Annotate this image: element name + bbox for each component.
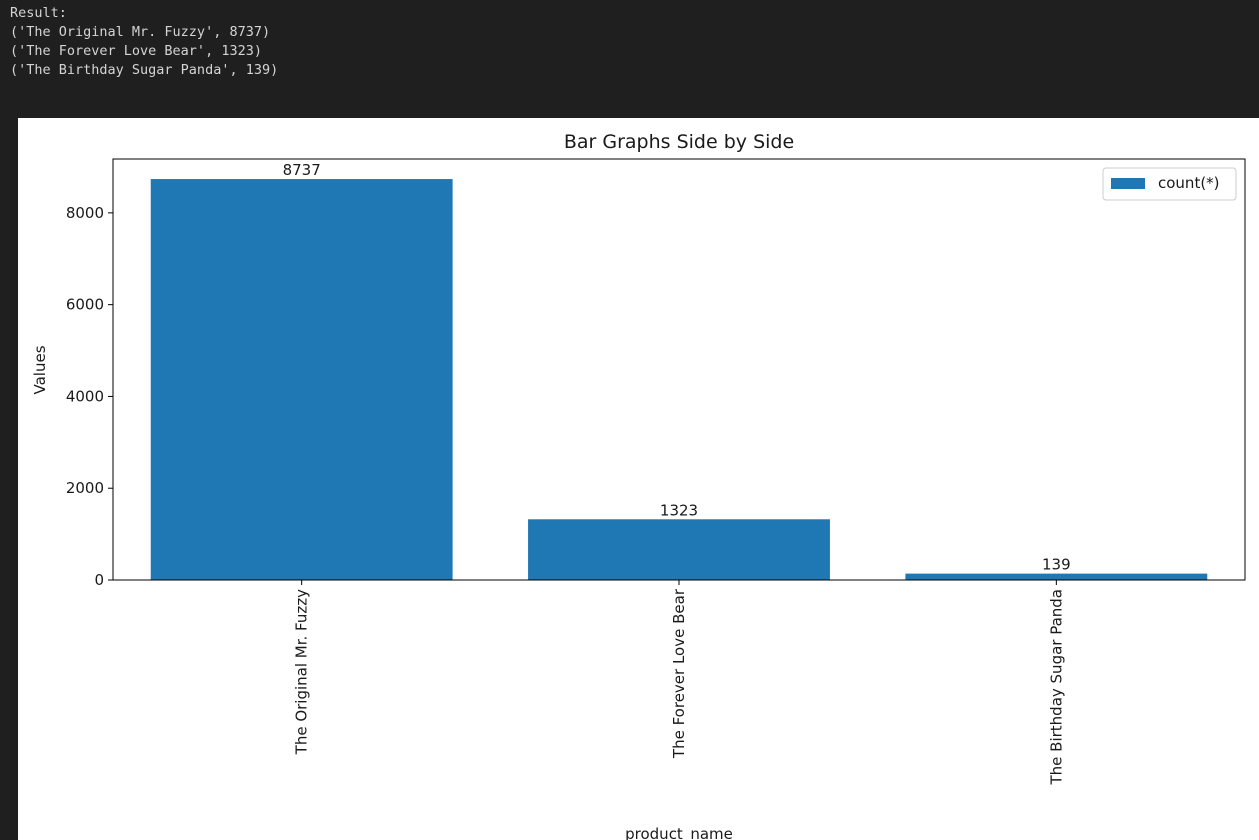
output-line: ('The Original Mr. Fuzzy', 8737): [10, 24, 271, 40]
output-line: Result:: [10, 5, 67, 21]
legend-frame: [1102, 167, 1237, 201]
bar: [905, 573, 1208, 580]
plot-area-frame: [112, 158, 1246, 581]
x-tick-label: The Forever Love Bear: [670, 588, 688, 759]
bar: [528, 519, 830, 580]
data-labels-group: 8737 1323 139: [283, 161, 1071, 574]
data-label: 139: [1042, 556, 1071, 574]
legend: count(*): [1102, 167, 1237, 201]
legend-label: count(*): [1158, 174, 1220, 192]
output-line: ('The Birthday Sugar Panda', 139): [10, 62, 279, 78]
y-tick-label: 8000: [66, 204, 104, 222]
chart-title: Bar Graphs Side by Side: [564, 131, 794, 153]
y-axis-label: Values: [31, 345, 49, 394]
x-tick-label: The Original Mr. Fuzzy: [293, 589, 311, 755]
bar-chart: Bar Graphs Side by Side Values product_n…: [31, 131, 1246, 840]
y-tick-label: 6000: [66, 296, 104, 314]
cell-output-text: Result: ('The Original Mr. Fuzzy', 8737) (…: [10, 4, 278, 80]
plot-figure: Bar Graphs Side by Side Values product_n…: [18, 118, 1259, 840]
legend-swatch: [1111, 178, 1145, 189]
y-tick-label: 2000: [66, 479, 104, 497]
x-tick-label: The Birthday Sugar Panda: [1047, 589, 1065, 786]
y-tick-label: 0: [94, 571, 104, 589]
data-label: 1323: [660, 501, 698, 519]
data-label: 8737: [283, 161, 321, 179]
y-axis-ticks: 0 2000 4000 6000 8000: [66, 204, 113, 589]
y-tick-label: 4000: [66, 387, 104, 405]
x-axis-label: product_name: [625, 825, 733, 840]
output-line: ('The Forever Love Bear', 1323): [10, 43, 262, 59]
bar: [150, 179, 453, 581]
x-axis-ticks: The Original Mr. Fuzzy The Forever Love B…: [293, 580, 1065, 786]
bars-group: [150, 179, 1208, 581]
